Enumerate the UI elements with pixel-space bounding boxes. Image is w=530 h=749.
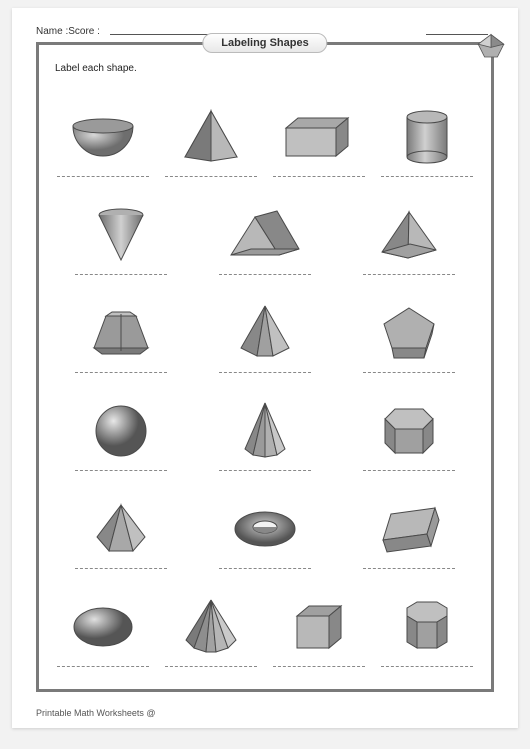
answer-blank [165,666,257,667]
grid-row [49,179,481,275]
cone-icon [96,206,146,264]
answer-blank [363,274,455,275]
name-label: Name : [36,26,68,37]
answer-blank [75,568,167,569]
ellipsoid-icon [71,605,135,649]
triangular-pyramid-icon [181,109,241,165]
name-score-label: Name :Score : [36,26,100,37]
shape-cell [267,594,372,667]
answer-blank [57,176,149,177]
shape-cell [357,202,462,275]
pentagonal-pyramid-icon [235,304,295,362]
score-label: Score : [68,26,100,37]
instruction-text: Label each shape. [55,63,137,74]
answer-blank [75,372,167,373]
corner-decoration-icon [475,33,507,65]
shape-cell [51,104,156,177]
answer-blank [219,372,311,373]
grid-row [49,571,481,667]
worksheet-frame: Labeling Shapes Label each shape. [36,42,494,692]
torus-icon [232,508,298,550]
square-pyramid-icon [374,208,444,262]
answer-blank [381,666,473,667]
rectangular-prism-icon [282,114,356,160]
answer-blank [363,372,455,373]
footer-text: Printable Math Worksheets @ [36,708,156,718]
shape-cell [213,202,318,275]
answer-blank [381,176,473,177]
hexagonal-pyramid-icon [180,598,242,656]
shape-cell [213,300,318,373]
shape-cell [357,496,462,569]
shape-cell [357,398,462,471]
shape-cell [375,104,480,177]
worksheet-page: Name :Score : Labeling Shapes Label each… [12,8,518,728]
name-blank-line [110,34,208,35]
answer-blank [165,176,257,177]
shape-cell [213,496,318,569]
grid-row [49,473,481,569]
answer-blank [219,568,311,569]
shapes-grid [49,81,481,667]
answer-blank [363,470,455,471]
hemisphere-icon [68,116,138,158]
parallelepiped-icon [373,504,445,554]
shape-cell [375,594,480,667]
pentagonal-pyramid-2-icon [91,501,151,557]
frustum-icon [86,308,156,358]
shape-cell [69,398,174,471]
answer-blank [57,666,149,667]
shape-cell [267,104,372,177]
shape-cell [51,594,156,667]
answer-blank [273,176,365,177]
grid-row [49,375,481,471]
answer-blank [219,274,311,275]
answer-blank [219,470,311,471]
hexagonal-cone-icon [239,401,291,461]
cube-icon [291,600,347,654]
answer-blank [75,470,167,471]
answer-blank [363,568,455,569]
shape-cell [357,300,462,373]
sphere-icon [93,403,149,459]
shape-cell [69,202,174,275]
grid-row [49,81,481,177]
shape-cell [69,496,174,569]
shape-cell [159,104,264,177]
cylinder-icon [402,109,452,165]
octagonal-prism-icon [401,598,453,656]
answer-blank [273,666,365,667]
triangular-prism-icon [227,209,303,261]
shape-cell [69,300,174,373]
title-pill: Labeling Shapes [202,33,327,53]
answer-blank [75,274,167,275]
grid-row [49,277,481,373]
shape-cell [159,594,264,667]
pentagonal-prism-icon [378,304,440,362]
shape-cell [213,398,318,471]
hexagonal-prism-tall-icon [381,401,437,461]
